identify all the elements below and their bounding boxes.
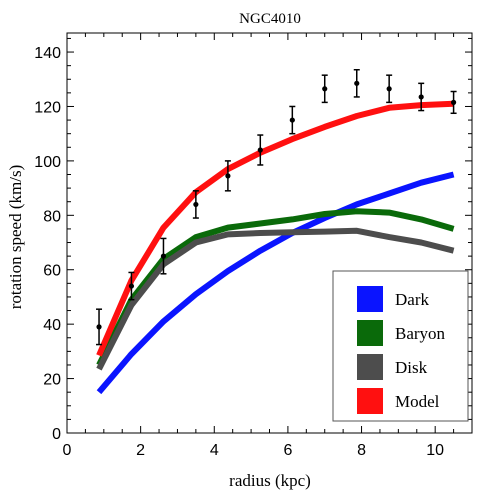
x-tick-label: 10	[426, 442, 444, 459]
y-tick-label: 40	[43, 317, 61, 334]
data-point	[386, 74, 393, 104]
data-point-marker	[193, 201, 199, 208]
data-point-marker	[354, 80, 360, 86]
legend-swatch	[357, 354, 383, 380]
x-tick-label: 4	[210, 442, 219, 459]
y-axis-label: rotation speed (km/s)	[6, 165, 25, 309]
x-axis-label: radius (kpc)	[229, 471, 311, 490]
legend-item-baryon: Baryon	[357, 320, 446, 346]
y-tick-label: 20	[43, 372, 61, 389]
legend-label: Disk	[395, 358, 428, 377]
data-point	[257, 134, 264, 166]
legend-item-model: Model	[357, 388, 440, 414]
data-point-marker	[160, 253, 167, 259]
data-point	[450, 90, 457, 115]
legend-swatch	[357, 320, 383, 346]
legend-label: Baryon	[395, 324, 446, 343]
y-tick-label: 100	[34, 154, 61, 171]
legend-swatch	[357, 388, 383, 414]
legend: Dark Baryon Disk Model	[332, 270, 469, 422]
series-line-disk	[96, 227, 455, 371]
legend-box	[332, 270, 469, 422]
data-point	[418, 82, 425, 112]
series-line-baryon	[96, 208, 455, 367]
data-point-marker	[322, 86, 328, 92]
series-line-model	[96, 100, 454, 357]
y-tick-label: 140	[34, 45, 61, 62]
y-tick-label: 80	[43, 208, 61, 225]
data-point	[128, 271, 135, 301]
data-point	[192, 190, 199, 219]
data-point-marker	[225, 173, 231, 179]
x-tick-label: 8	[357, 442, 366, 459]
series-line-dark	[96, 171, 455, 395]
data-point-marker	[96, 324, 102, 330]
data-point-marker	[128, 283, 135, 289]
y-tick-label: 120	[34, 99, 61, 116]
y-tick-label: 0	[52, 426, 61, 443]
data-point-marker	[386, 86, 392, 92]
data-point	[321, 74, 328, 104]
data-point-marker	[450, 99, 457, 105]
x-tick-label: 0	[63, 442, 72, 459]
legend-swatch	[357, 286, 383, 312]
legend-item-disk: Disk	[357, 354, 428, 380]
data-point-marker	[418, 94, 424, 100]
legend-label: Model	[395, 392, 440, 411]
chart-title: NGC4010	[239, 11, 301, 27]
x-tick-label: 2	[136, 442, 145, 459]
x-tick-label: 6	[283, 442, 292, 459]
data-point	[289, 105, 296, 135]
data-point	[224, 160, 231, 192]
legend-item-dark: Dark	[357, 286, 429, 312]
data-point	[160, 237, 167, 275]
data-point-marker	[289, 117, 295, 123]
data-point	[353, 68, 360, 98]
y-tick-label: 60	[43, 263, 61, 280]
data-point-marker	[257, 147, 263, 153]
plot-area	[96, 68, 457, 395]
legend-label: Dark	[395, 290, 429, 309]
data-point	[96, 308, 103, 346]
